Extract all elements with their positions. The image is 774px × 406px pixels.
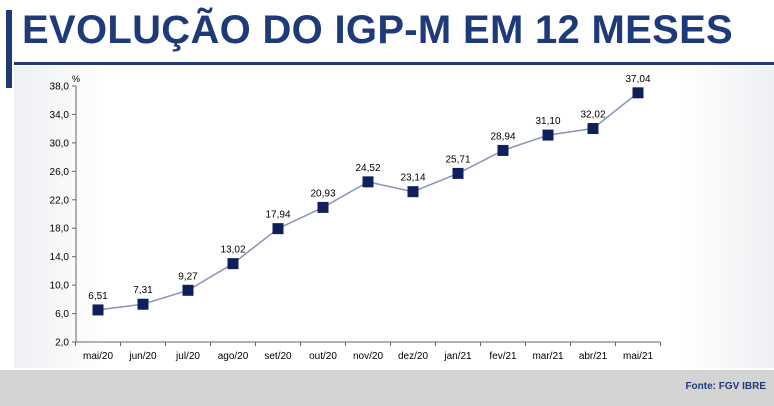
source-label: Fonte: FGV IBRE: [685, 381, 766, 392]
data-label: 37,04: [625, 74, 650, 85]
x-tick-label: jan/21: [443, 351, 472, 362]
data-label: 7,31: [133, 285, 153, 296]
y-tick-label: 10,0: [50, 281, 70, 292]
data-point: [407, 186, 419, 198]
x-tick-label: fev/21: [489, 351, 517, 362]
y-tick-label: 22,0: [50, 195, 70, 206]
title-accent-bar: [6, 10, 12, 88]
x-tick-label: mar/21: [532, 351, 564, 362]
series-igpm: 6,51 7,31 9,27 13,02 17,94 20,93 24,52 23,14 25,…: [88, 74, 651, 316]
data-label: 24,52: [355, 163, 380, 174]
y-axis-unit-label: %: [72, 74, 80, 84]
y-tick-label: 30,0: [50, 138, 70, 149]
footer-bar: Fonte: FGV IBRE: [0, 370, 774, 406]
data-point: [317, 201, 329, 213]
data-point: [497, 144, 509, 156]
data-point: [137, 298, 149, 310]
data-point: [542, 129, 554, 141]
data-label: 32,02: [580, 110, 605, 121]
data-label: 20,93: [310, 188, 335, 199]
y-tick-label: 34,0: [50, 110, 70, 121]
plot-panel: [14, 66, 774, 368]
data-point: [587, 123, 599, 135]
x-tick-label: abr/21: [579, 351, 608, 362]
data-label: 9,27: [178, 271, 198, 282]
data-point: [182, 284, 194, 296]
x-tick-label: jun/20: [128, 351, 157, 362]
data-point: [362, 176, 374, 188]
data-label: 6,51: [88, 291, 108, 302]
x-tick-label: mai/20: [83, 351, 113, 362]
data-point: [632, 87, 644, 99]
data-point: [452, 167, 464, 179]
x-tick-label: ago/20: [218, 351, 249, 362]
page-title: EVOLUÇÃO DO IGP-M EM 12 MESES: [22, 8, 734, 52]
data-label: 25,71: [445, 154, 470, 165]
x-tick-label: nov/20: [353, 351, 383, 362]
data-label: 17,94: [265, 210, 290, 221]
y-tick-label: 26,0: [50, 167, 70, 178]
y-axis: 2,0 6,0 10,0 14,0 18,0 22,0 26,0 30,0 34,0 38,0: [50, 82, 77, 349]
data-point: [272, 223, 284, 235]
x-tick-label: mai/21: [623, 351, 653, 362]
data-label: 23,14: [400, 173, 425, 184]
x-tick-label: out/20: [309, 351, 337, 362]
y-tick-label: 6,0: [55, 309, 69, 320]
data-point: [227, 258, 239, 270]
y-tick-label: 2,0: [55, 338, 69, 349]
x-axis: mai/20 jun/20 jul/20 ago/20 set/20 out/20 nov/…: [75, 341, 661, 362]
igpm-line-chart: % 2,0 6,0 10,0 14,0 18,0 22,0 26,0 30,0 34,0 38,0…: [50, 74, 661, 362]
data-label: 28,94: [490, 131, 515, 142]
x-tick-label: jul/20: [175, 351, 200, 362]
title-underline: [14, 62, 774, 65]
data-label: 13,02: [220, 245, 245, 256]
y-tick-label: 18,0: [50, 224, 70, 235]
data-label: 31,10: [535, 116, 560, 127]
y-tick-label: 14,0: [50, 252, 70, 263]
x-tick-label: set/20: [264, 351, 292, 362]
x-tick-label: dez/20: [398, 351, 428, 362]
data-point: [92, 304, 104, 316]
y-tick-label: 38,0: [50, 82, 70, 93]
